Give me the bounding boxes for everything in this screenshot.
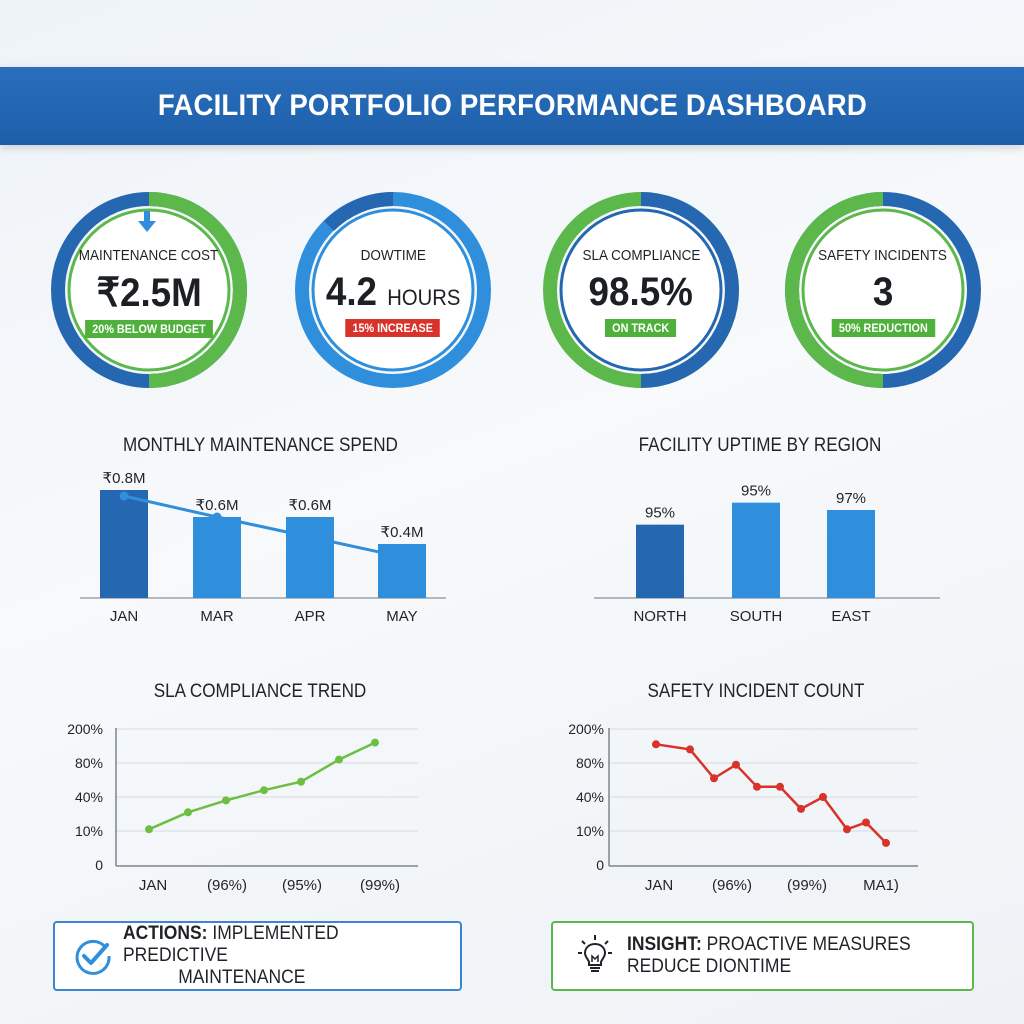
kpi-label: SAFETY INCIDENTS [818, 247, 948, 264]
y-tick-label: 40% [75, 789, 103, 805]
kpi-badge: 15% INCREASE [345, 319, 441, 337]
kpi-sla-compliance: SLA COMPLIANCE 98.5% ON TRACK [541, 190, 741, 390]
data-point [882, 838, 890, 847]
data-label: ₹0.6M [196, 497, 239, 514]
insight-callout: INSIGHT: PROACTIVE MEASURES REDUCE DIONT… [551, 921, 974, 991]
y-tick-label: 80% [75, 755, 103, 771]
y-tick-label: 0 [596, 857, 604, 873]
x-tick-label: (96%) [207, 877, 247, 894]
data-point [862, 818, 870, 827]
x-tick-label: (99%) [787, 877, 827, 894]
series-line [148, 741, 376, 831]
kpi-downtime: DOWTIME 4.2 HOURS 15% INCREASE [293, 190, 493, 390]
y-tick-label: 80% [576, 755, 604, 771]
x-tick-label: (96%) [712, 877, 752, 894]
data-point [843, 825, 851, 834]
x-tick-label: MAY [386, 608, 417, 625]
series-line [655, 743, 887, 844]
kpi-maintenance-cost: MAINTENANCE COST ₹2.5M 20% BELOW BUDGET [49, 190, 249, 390]
lightbulb-icon [578, 935, 612, 972]
y-tick-label: 10% [576, 823, 604, 839]
kpi-badge: 50% REDUCTION [831, 319, 935, 337]
x-tick-label: MAR [200, 608, 234, 625]
data-label: 95% [741, 483, 771, 500]
x-tick-label: APR [295, 608, 326, 625]
data-point [776, 782, 784, 791]
kpi-value: ₹2.5M [96, 270, 202, 315]
kpi-value: 3 [872, 270, 894, 314]
data-point [753, 782, 761, 791]
bar-east [827, 510, 875, 598]
y-tick-label: 200% [568, 721, 604, 737]
checkmark-icon [75, 939, 111, 975]
data-point [335, 755, 343, 764]
data-point [260, 786, 268, 795]
kpi-label: DOWTIME [360, 247, 426, 264]
bar-may [378, 544, 426, 598]
kpi-value: 98.5% [588, 270, 694, 314]
page-title: FACILITY PORTFOLIO PERFORMANCE DASHBOARD [157, 89, 867, 122]
kpi-safety-incidents: SAFETY INCIDENTS 3 50% REDUCTION [783, 190, 983, 390]
bar-apr [286, 517, 334, 598]
kpi-badge: ON TRACK [605, 319, 677, 337]
chart-title-uptime-region: FACILITY UPTIME BY REGION [638, 435, 882, 456]
x-tick-label: (95%) [282, 877, 322, 894]
actions-callout: ACTIONS: IMPLEMENTED PREDICTIVE MAINTENA… [53, 921, 462, 991]
data-point [686, 745, 694, 754]
y-tick-label: 10% [75, 823, 103, 839]
data-point [710, 774, 718, 783]
data-label: ₹0.8M [103, 470, 146, 487]
bar-jan [100, 490, 148, 598]
data-point [145, 825, 153, 834]
data-point [732, 760, 740, 769]
trend-point [305, 532, 315, 542]
kpi-value: 4.2 HOURS [325, 270, 461, 314]
y-tick-label: 0 [95, 857, 103, 873]
bar-mar [193, 517, 241, 598]
x-tick-label: JAN [139, 877, 167, 894]
chart-title-maintenance-spend: MONTHLY MAINTENANCE SPEND [123, 435, 398, 456]
x-tick-label: NORTH [633, 608, 686, 625]
data-point [797, 804, 805, 813]
kpi-label: SLA COMPLIANCE [582, 247, 700, 264]
data-point [222, 796, 230, 805]
header-banner: FACILITY PORTFOLIO PERFORMANCE DASHBOARD [0, 67, 1024, 145]
data-point [652, 740, 660, 749]
data-point [184, 808, 192, 817]
chart-title-safety-count: SAFETY INCIDENT COUNT [647, 681, 865, 702]
x-tick-label: (99%) [360, 877, 400, 894]
trend-point [212, 512, 222, 522]
x-tick-label: JAN [110, 608, 138, 625]
data-label: ₹0.6M [289, 497, 332, 514]
bar-north [636, 524, 684, 598]
insight-text: INSIGHT: PROACTIVE MEASURES REDUCE DIONT… [627, 934, 911, 977]
data-label: ₹0.4M [381, 524, 424, 541]
kpi-badge: 20% BELOW BUDGET [85, 319, 213, 338]
bar-south [732, 502, 780, 598]
data-label: 95% [645, 505, 675, 522]
kpi-ring [543, 192, 739, 388]
y-tick-label: 40% [576, 789, 604, 805]
trend-line [123, 494, 403, 559]
x-tick-label: JAN [645, 877, 673, 894]
actions-text: ACTIONS: IMPLEMENTED PREDICTIVE MAINTENA… [123, 923, 339, 988]
down-arrow-icon [138, 211, 156, 232]
x-tick-label: MA1) [863, 877, 899, 894]
data-point [297, 777, 305, 786]
trend-point [119, 491, 129, 501]
data-label: 97% [836, 490, 866, 507]
trend-point [397, 552, 407, 562]
data-point [819, 793, 827, 801]
x-tick-label: EAST [831, 608, 870, 625]
data-point [371, 738, 379, 747]
x-tick-label: SOUTH [730, 608, 783, 625]
y-tick-label: 200% [67, 721, 103, 737]
chart-title-sla-trend: SLA COMPLIANCE TREND [153, 681, 367, 702]
kpi-label: MAINTENANCE COST [79, 246, 219, 264]
